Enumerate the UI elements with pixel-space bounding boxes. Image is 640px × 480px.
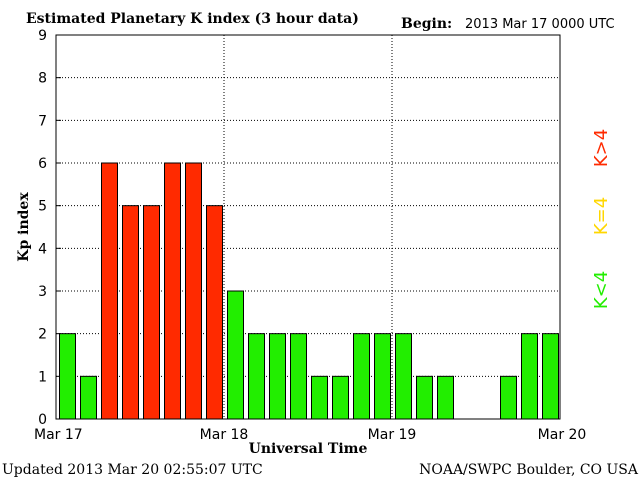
kp-bar [143,205,160,420]
kp-bar [542,333,559,420]
grid [56,34,560,420]
kp-bar [269,333,286,420]
bars [59,162,559,420]
y-tick-label: 4 [38,241,47,257]
y-axis-label: Kp index [16,192,32,262]
y-tick-label: 0 [38,412,47,428]
kp-bar [206,205,223,420]
x-tick-label: Mar 20 [538,427,587,443]
source-credit: NOAA/SWPC Boulder, CO USA [419,462,639,478]
y-tick-label: 1 [38,369,47,385]
y-tick-label: 9 [38,28,47,44]
kp-bar [59,333,76,420]
x-axis-ticks: Mar 17 Mar 18 Mar 19 Mar 20 [34,427,586,443]
y-tick-label: 8 [38,71,47,87]
y-tick-label: 3 [38,284,47,300]
begin-label: Begin: [401,16,452,32]
chart-title: Estimated Planetary K index (3 hour data… [26,11,359,27]
x-axis-label: Universal Time [249,441,368,457]
plot-area [55,34,561,420]
kp-bar [332,375,349,420]
kp-bar [395,333,412,420]
kp-bar [311,375,328,420]
y-tick-label: 6 [38,156,47,172]
kp-bar [248,333,265,420]
kp-bar [185,162,202,420]
kp-bar [500,375,517,420]
kp-bar [164,162,181,420]
x-tick-label: Mar 19 [368,427,417,443]
y-tick-label: 2 [38,327,47,343]
legend-k-greater-4: K>4 [591,129,612,167]
y-tick-label: 5 [38,199,47,215]
kp-bar [227,290,244,420]
kp-bar [290,333,307,420]
y-axis-ticks: 0 1 2 3 4 5 6 7 8 9 [38,28,47,428]
updated-timestamp: Updated 2013 Mar 20 02:55:07 UTC [2,462,263,478]
kp-bar [80,375,97,420]
legend-k-less-4: K<4 [591,271,612,309]
kp-bar [437,375,454,420]
kp-bar [101,162,118,420]
x-tick-label: Mar 18 [200,427,249,443]
kp-bar [353,333,370,420]
x-tick-label: Mar 17 [34,427,83,443]
y-tick-label: 7 [38,113,47,129]
kp-bar [374,333,391,420]
kp-bar [521,333,538,420]
begin-value: 2013 Mar 17 0000 UTC [465,17,615,32]
legend-k-equal-4: K=4 [591,197,612,235]
kp-bar [122,205,139,420]
kp-bar [416,375,433,420]
